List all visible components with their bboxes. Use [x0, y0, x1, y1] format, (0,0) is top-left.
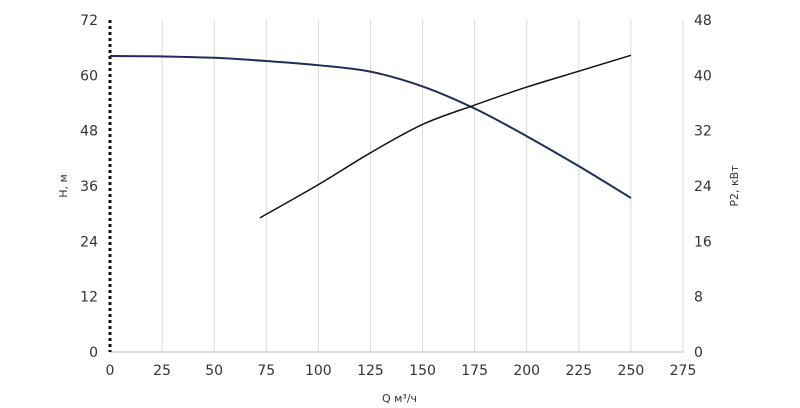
- left-y-axis-label: H, м: [57, 174, 70, 198]
- x-tick-label: 25: [153, 363, 171, 379]
- x-tick-label: 275: [670, 363, 697, 379]
- x-tick-label: 150: [409, 363, 436, 379]
- x-tick-label: 125: [357, 363, 384, 379]
- grid: [161, 20, 684, 352]
- left-y-tick-label: 0: [89, 345, 98, 361]
- right-y-tick-label: 0: [694, 345, 703, 361]
- left-y-tick-label: 36: [80, 179, 98, 195]
- x-tick-label: 0: [106, 363, 115, 379]
- left-y-tick-label: 48: [80, 124, 98, 140]
- right-y-tick-label: 40: [694, 68, 712, 84]
- x-tick-label: 225: [565, 363, 592, 379]
- x-tick-label: 250: [618, 363, 645, 379]
- left-y-tick-label: 12: [80, 290, 98, 306]
- right-y-tick-label: 16: [694, 234, 712, 250]
- axes: [108, 20, 684, 353]
- left-y-tick-label: 72: [80, 13, 98, 29]
- x-tick-label: 75: [257, 363, 275, 379]
- power-curve-line: [259, 54, 632, 219]
- right-y-tick-label: 8: [694, 290, 703, 306]
- right-y-axis-label: P2, кВт: [728, 165, 741, 207]
- x-tick-label: 100: [305, 363, 332, 379]
- series: [109, 54, 632, 219]
- head-curve-line: [109, 54, 632, 199]
- tick-labels: 0 25 50 75 100 125 150 175 200 225 250 275 0 12 24 36 48…: [80, 13, 712, 379]
- right-y-tick-label: 48: [694, 13, 712, 29]
- x-tick-label: 50: [205, 363, 223, 379]
- x-tick-label: 200: [513, 363, 540, 379]
- x-axis-label: Q м³/ч: [382, 392, 417, 405]
- left-y-tick-label: 24: [80, 234, 98, 250]
- right-y-tick-label: 24: [694, 179, 712, 195]
- left-y-tick-label: 60: [80, 68, 98, 84]
- x-tick-label: 175: [461, 363, 488, 379]
- right-y-tick-label: 32: [694, 124, 712, 140]
